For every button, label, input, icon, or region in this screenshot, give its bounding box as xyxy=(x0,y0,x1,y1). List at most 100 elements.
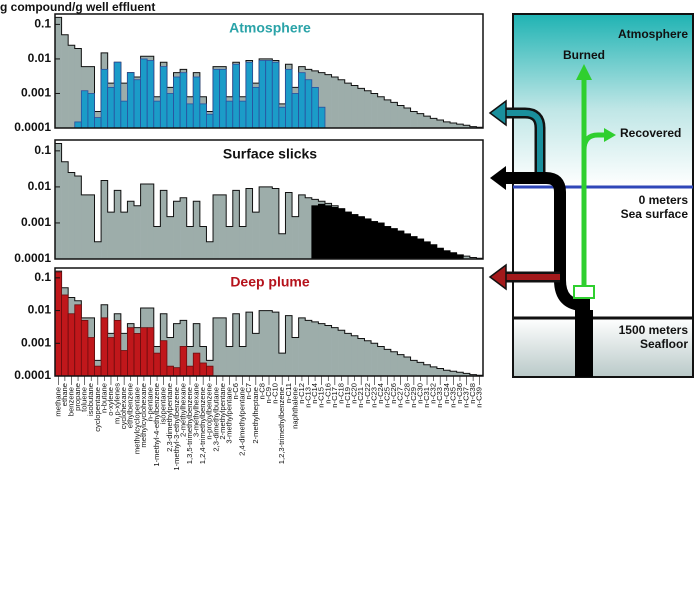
fraction-bar xyxy=(107,337,115,377)
fraction-bar xyxy=(410,236,418,260)
effluent-bar xyxy=(186,346,194,376)
fraction-bar xyxy=(357,216,365,260)
fraction-bar xyxy=(67,313,76,377)
panel-title: Surface slicks xyxy=(223,146,317,162)
effluent-bar xyxy=(265,186,273,259)
fraction-bar xyxy=(94,117,102,129)
fraction-bar xyxy=(416,238,425,260)
atmosphere-arrow xyxy=(488,99,507,127)
fraction-bar xyxy=(298,72,306,129)
x-tick-label: n-C14 xyxy=(310,383,319,404)
effluent-bar xyxy=(120,212,128,259)
effluent-bar xyxy=(436,120,444,128)
y-tick-label: 0.001 xyxy=(21,215,51,229)
effluent-bar xyxy=(298,194,306,259)
panel-title: Atmosphere xyxy=(229,20,311,36)
fraction-bar xyxy=(166,93,174,129)
effluent-bar xyxy=(443,121,451,128)
fraction-bar xyxy=(291,93,300,129)
effluent-bar xyxy=(450,122,457,128)
effluent-bar xyxy=(324,325,332,376)
fraction-bar xyxy=(370,221,379,260)
effluent-bar xyxy=(450,371,457,376)
fraction-bar xyxy=(87,93,95,129)
x-tick-label: 1-methyl-4-ethylbenzene xyxy=(152,383,161,467)
effluent-bar xyxy=(318,72,326,128)
fraction-bar xyxy=(212,68,221,129)
fraction-bar xyxy=(153,352,161,377)
fraction-bar xyxy=(133,333,141,377)
fraction-bar xyxy=(429,244,438,260)
atmosphere-label: Atmosphere xyxy=(618,27,688,41)
effluent-bar xyxy=(324,74,332,128)
fraction-bar xyxy=(377,222,385,260)
recover-line xyxy=(581,132,606,151)
y-tick-label: 0.1 xyxy=(34,270,51,284)
x-tick-label: n-C15 xyxy=(317,387,326,408)
effluent-bar xyxy=(305,320,313,376)
fraction-bar xyxy=(140,58,148,129)
fraction-bar xyxy=(396,230,405,260)
effluent-bar xyxy=(74,176,82,259)
y-tick-label: 0.0001 xyxy=(14,120,51,134)
effluent-bar xyxy=(213,194,220,259)
effluent-bar xyxy=(311,321,319,376)
fraction-bar xyxy=(449,252,458,260)
effluent-bar xyxy=(193,323,201,376)
effluent-bar xyxy=(61,161,69,259)
x-tick-label: n-C31 xyxy=(422,387,431,408)
x-tick-label: n-C25 xyxy=(383,387,392,408)
x-tick-label: n-C28 xyxy=(402,383,411,404)
effluent-bar xyxy=(403,107,411,128)
effluent-bar xyxy=(357,338,365,376)
x-tick-label: cyclopentane xyxy=(93,387,102,432)
x-tick-label: n-C6 xyxy=(231,383,240,399)
x-tick-label: n-C12 xyxy=(297,383,306,404)
effluent-bar xyxy=(371,93,378,128)
x-tick-label: n-C17 xyxy=(330,387,339,408)
fraction-bar xyxy=(80,90,89,129)
x-tick-label: 2,3-dimethylpentane xyxy=(165,383,174,452)
fraction-bar xyxy=(120,350,128,377)
floor-depth-label: 1500 meters xyxy=(619,323,689,337)
effluent-bar xyxy=(259,186,267,259)
fraction-bar xyxy=(133,79,141,129)
effluent-bar xyxy=(417,362,425,376)
x-tick-label: benzene xyxy=(66,387,75,416)
effluent-bar xyxy=(377,346,385,376)
x-tick-label: 1,2,4-trimethylbenzene xyxy=(198,387,207,464)
x-tick-label: 3-methylhexane xyxy=(192,383,201,437)
fraction-bar xyxy=(271,61,280,129)
fraction-bar xyxy=(74,121,82,129)
fraction-bar xyxy=(166,365,174,377)
well-pipe xyxy=(505,172,590,377)
diagram-frame xyxy=(512,13,694,378)
fraction-bar xyxy=(113,61,122,129)
y-tick-label: 0.1 xyxy=(34,17,51,31)
surface-depth-label: 0 meters xyxy=(639,193,689,207)
effluent-bar xyxy=(344,83,352,128)
fraction-bar xyxy=(153,100,161,129)
fraction-bar xyxy=(219,68,227,129)
effluent-bar xyxy=(68,45,76,128)
fraction-bar xyxy=(159,66,168,129)
effluent-bar xyxy=(278,233,286,259)
effluent-bar xyxy=(166,216,174,259)
effluent-bar xyxy=(357,88,365,128)
x-tick-label: n-C38 xyxy=(468,383,477,404)
x-tick-label: o-xylene xyxy=(106,387,115,416)
effluent-bar xyxy=(371,343,378,376)
effluent-bar xyxy=(252,212,260,259)
x-tick-label: n-C22 xyxy=(363,383,372,404)
effluent-bar xyxy=(331,327,339,376)
effluent-bar xyxy=(390,351,398,376)
x-tick-label: m,p-xylenes xyxy=(113,383,122,424)
effluent-bar xyxy=(272,312,280,376)
x-tick-label: ethane xyxy=(60,383,69,406)
fraction-bar xyxy=(252,86,260,129)
effluent-bar xyxy=(285,315,293,376)
burn-arrow xyxy=(576,64,592,80)
effluent-bar xyxy=(140,184,148,259)
x-tick-label: n-C20 xyxy=(350,383,359,404)
panel-frame xyxy=(54,13,484,129)
